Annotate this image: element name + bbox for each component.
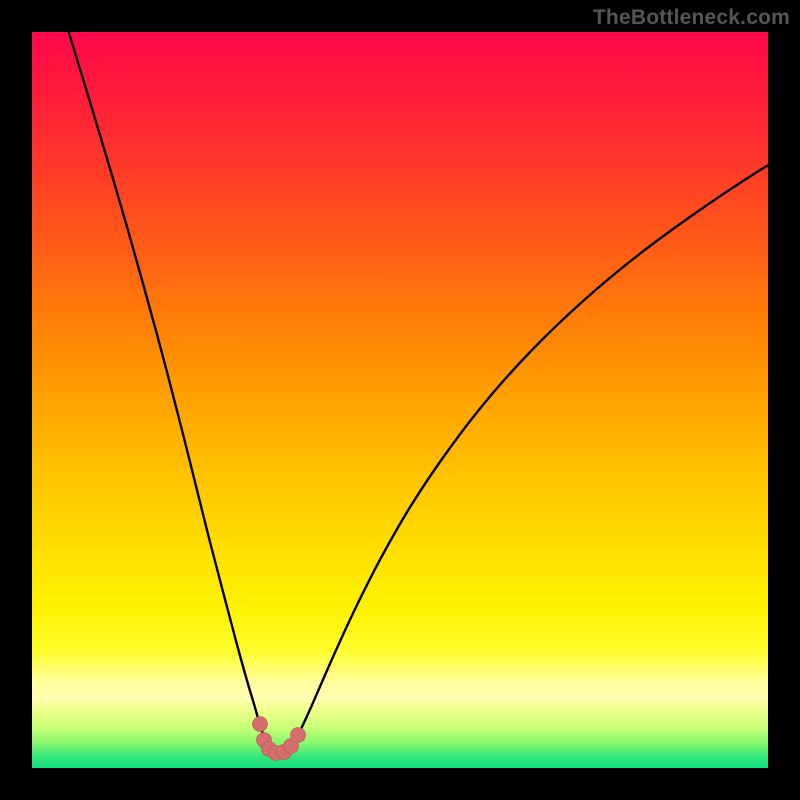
watermark-text: TheBottleneck.com bbox=[593, 6, 790, 30]
chart-frame: TheBottleneck.com bbox=[0, 0, 800, 800]
bottleneck-curve bbox=[65, 32, 768, 754]
curve-dot bbox=[291, 728, 306, 743]
plot-area bbox=[32, 32, 768, 768]
curve-dots bbox=[253, 717, 306, 761]
curve-dot bbox=[253, 717, 268, 732]
curve-layer bbox=[32, 32, 768, 768]
